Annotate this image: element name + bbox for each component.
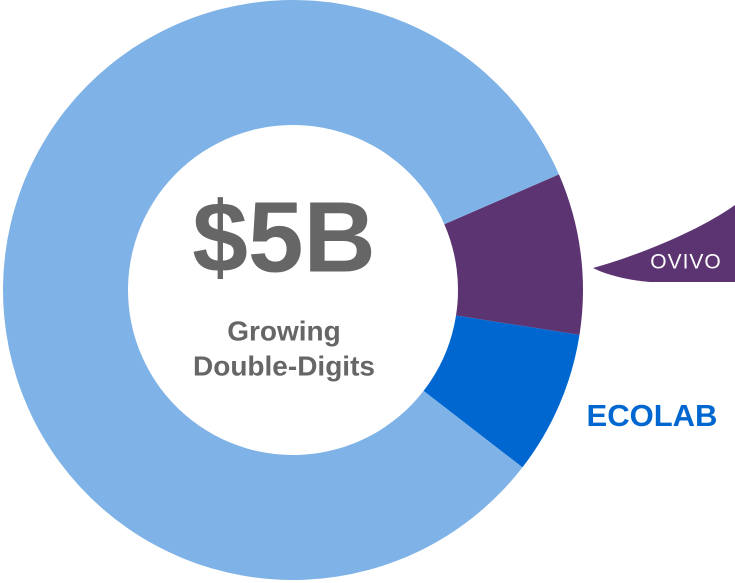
subtitle-line: Double-Digits [193, 350, 375, 381]
subtitle-line: Growing [227, 315, 341, 346]
slice [444, 174, 583, 335]
slices [3, 0, 583, 580]
center-label: $5B [192, 181, 375, 293]
category-label: ECOLAB [587, 398, 718, 433]
category-label: OVIVO [650, 251, 722, 274]
slice [423, 315, 580, 468]
ovivo-logo-shape [593, 205, 735, 282]
slice [3, 0, 559, 580]
